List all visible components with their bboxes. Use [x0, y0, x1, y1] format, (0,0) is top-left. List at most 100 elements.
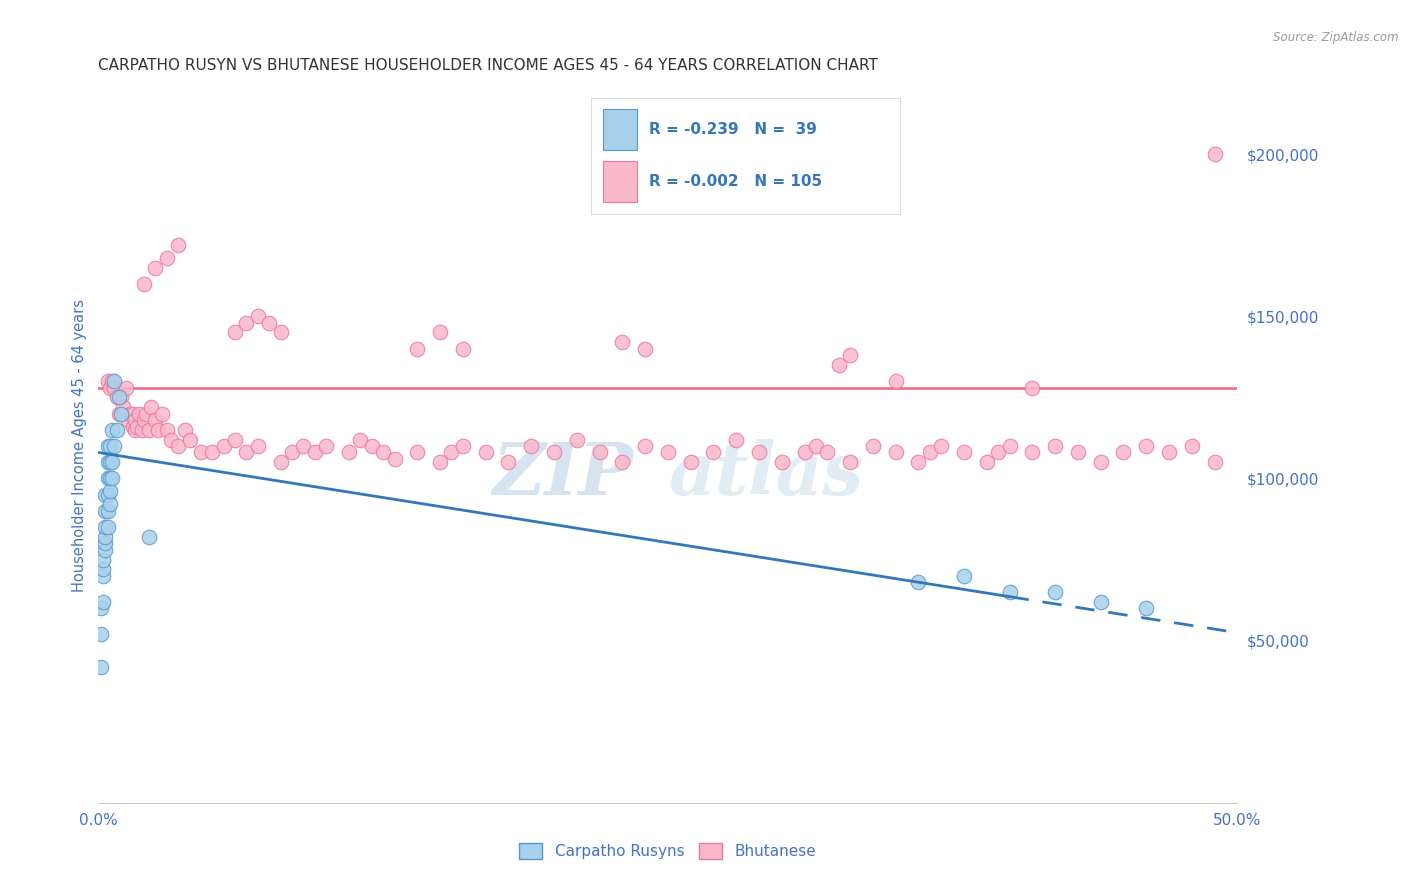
Point — [292, 439, 315, 453]
Point — [224, 326, 246, 340]
Point — [815, 445, 838, 459]
Point — [212, 439, 235, 453]
Point — [634, 342, 657, 356]
Point — [124, 423, 146, 437]
Point — [1135, 439, 1157, 453]
Point — [105, 423, 128, 437]
Point — [91, 595, 114, 609]
Point — [179, 433, 201, 447]
Point — [128, 407, 150, 421]
Point — [588, 445, 610, 459]
Point — [96, 439, 118, 453]
Point — [156, 251, 179, 265]
Point — [1021, 381, 1043, 395]
Point — [406, 342, 429, 356]
Point — [120, 407, 142, 421]
Text: R = -0.002   N = 105: R = -0.002 N = 105 — [650, 174, 823, 189]
Point — [96, 455, 118, 469]
Point — [138, 423, 160, 437]
Point — [91, 568, 114, 582]
Point — [612, 455, 634, 469]
Point — [429, 326, 451, 340]
Bar — [603, 161, 637, 202]
Point — [884, 445, 907, 459]
Point — [543, 445, 565, 459]
Point — [565, 433, 588, 447]
Text: CARPATHO RUSYN VS BHUTANESE HOUSEHOLDER INCOME AGES 45 - 64 YEARS CORRELATION CH: CARPATHO RUSYN VS BHUTANESE HOUSEHOLDER … — [98, 58, 879, 73]
Point — [114, 381, 136, 395]
Bar — [603, 109, 637, 150]
Point — [98, 439, 121, 453]
Point — [131, 423, 153, 437]
Point — [167, 439, 190, 453]
Point — [839, 455, 862, 469]
Y-axis label: Householder Income Ages 45 - 64 years: Householder Income Ages 45 - 64 years — [72, 300, 87, 592]
Point — [246, 439, 269, 453]
Point — [406, 445, 429, 459]
Point — [138, 530, 160, 544]
Point — [96, 520, 118, 534]
Point — [1043, 439, 1066, 453]
Point — [384, 452, 406, 467]
Point — [105, 390, 128, 404]
Point — [440, 445, 463, 459]
Point — [132, 413, 155, 427]
Point — [108, 390, 131, 404]
Text: ZIP: ZIP — [494, 439, 634, 510]
Point — [1112, 445, 1135, 459]
Point — [907, 455, 929, 469]
Point — [634, 439, 657, 453]
Point — [145, 413, 167, 427]
Point — [349, 433, 371, 447]
Point — [998, 439, 1021, 453]
Point — [304, 445, 326, 459]
Point — [98, 471, 121, 485]
Point — [90, 601, 112, 615]
Point — [103, 374, 125, 388]
Point — [520, 439, 543, 453]
Point — [987, 445, 1010, 459]
Point — [1204, 455, 1226, 469]
Point — [1090, 595, 1112, 609]
Point — [167, 238, 190, 252]
Point — [702, 445, 724, 459]
Point — [884, 374, 907, 388]
Point — [1157, 445, 1180, 459]
Point — [725, 433, 748, 447]
Point — [94, 520, 117, 534]
Point — [101, 471, 124, 485]
Point — [190, 445, 212, 459]
Point — [474, 445, 496, 459]
Point — [804, 439, 827, 453]
Point — [270, 326, 292, 340]
Point — [259, 316, 281, 330]
Point — [828, 358, 851, 372]
Point — [998, 585, 1021, 599]
Text: R = -0.239   N =  39: R = -0.239 N = 39 — [650, 122, 817, 137]
Point — [150, 407, 173, 421]
Point — [907, 575, 929, 590]
Point — [429, 455, 451, 469]
Legend: Carpatho Rusyns, Bhutanese: Carpatho Rusyns, Bhutanese — [512, 835, 824, 866]
Point — [96, 374, 118, 388]
Point — [139, 400, 162, 414]
Point — [1043, 585, 1066, 599]
Point — [1090, 455, 1112, 469]
Point — [90, 659, 112, 673]
Point — [270, 455, 292, 469]
Point — [160, 433, 183, 447]
Point — [1181, 439, 1204, 453]
Point — [953, 568, 976, 582]
Point — [124, 413, 146, 427]
Point — [1067, 445, 1090, 459]
Point — [121, 407, 143, 421]
Point — [1135, 601, 1157, 615]
Point — [101, 374, 124, 388]
Point — [201, 445, 224, 459]
Point — [770, 455, 793, 469]
Point — [918, 445, 941, 459]
Point — [96, 504, 118, 518]
Point — [976, 455, 998, 469]
Point — [98, 497, 121, 511]
Point — [793, 445, 815, 459]
